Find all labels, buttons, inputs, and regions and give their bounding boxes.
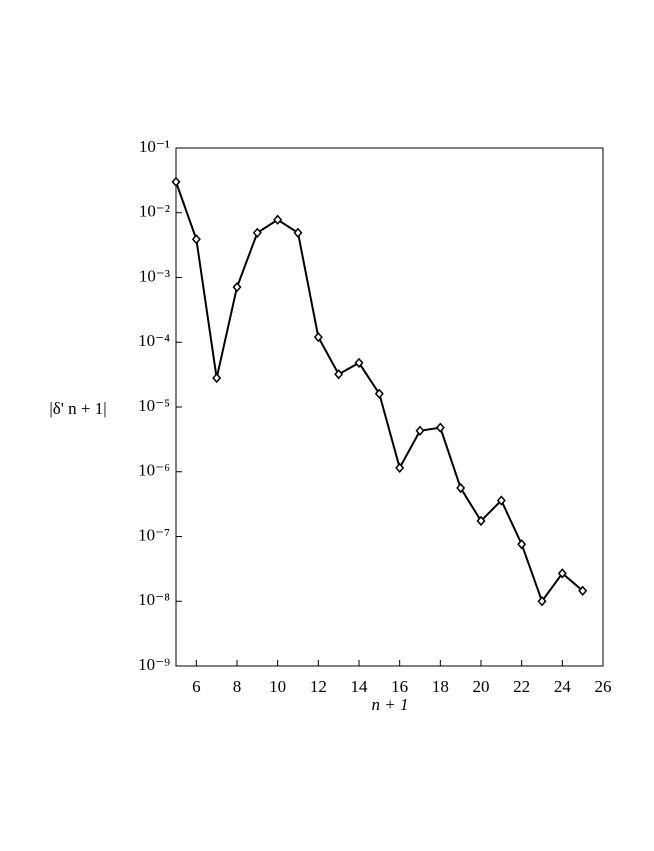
data-point <box>496 495 506 506</box>
data-point <box>374 388 384 399</box>
data-point <box>517 539 527 550</box>
y-tick-label: 10⁻⁸ <box>138 590 170 609</box>
y-tick-label: 10⁻¹ <box>139 137 170 156</box>
data-point <box>212 372 222 384</box>
data-point <box>191 234 201 245</box>
y-tick-label: 10⁻⁵ <box>138 396 170 415</box>
data-point <box>334 369 344 380</box>
x-tick-label: 10 <box>269 677 286 696</box>
data-point <box>395 462 405 473</box>
x-axis-label: n + 1 <box>372 695 409 714</box>
x-tick-label: 16 <box>391 677 408 696</box>
data-point <box>435 422 445 433</box>
data-point <box>578 585 588 596</box>
y-tick-label: 10⁻⁶ <box>138 461 170 480</box>
data-point <box>273 214 283 225</box>
y-tick-label: 10⁻³ <box>139 266 170 285</box>
data-point <box>171 176 181 187</box>
y-tick-label: 10⁻⁷ <box>138 525 170 544</box>
x-tick-label: 24 <box>554 677 572 696</box>
data-point <box>456 482 466 494</box>
data-point <box>232 281 242 293</box>
data-point <box>537 596 547 607</box>
plot-frame <box>175 147 604 667</box>
data-point <box>557 568 567 579</box>
y-tick-label: 10⁻⁹ <box>138 655 170 674</box>
x-tick-label: 14 <box>351 677 369 696</box>
data-point <box>252 227 262 238</box>
y-tick-label: 10⁻² <box>139 202 170 221</box>
x-tick-label: 22 <box>513 677 530 696</box>
x-tick-label: 12 <box>310 677 327 696</box>
data-point <box>476 515 486 527</box>
y-axis-label: |δ' n + 1| <box>49 399 106 418</box>
data-point <box>354 357 364 369</box>
x-tick-label: 20 <box>473 677 490 696</box>
data-point <box>313 331 323 343</box>
x-tick-label: 18 <box>432 677 449 696</box>
x-tick-label: 26 <box>595 677 612 696</box>
data-point <box>293 227 303 238</box>
x-tick-label: 6 <box>192 677 201 696</box>
x-tick-label: 8 <box>233 677 242 696</box>
data-point <box>415 425 425 436</box>
y-tick-label: 10⁻⁴ <box>138 331 170 350</box>
